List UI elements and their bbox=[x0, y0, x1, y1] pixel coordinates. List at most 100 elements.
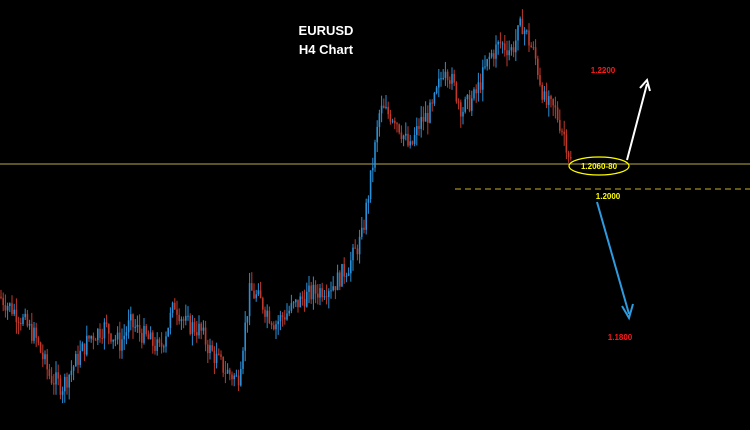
candle-body bbox=[380, 105, 383, 114]
candle-body bbox=[266, 310, 268, 317]
candle-body bbox=[39, 342, 42, 353]
candle-body bbox=[94, 339, 97, 341]
candle-body bbox=[418, 126, 420, 129]
candle-body bbox=[198, 323, 200, 336]
candle-body bbox=[240, 368, 242, 386]
candle-body bbox=[207, 344, 209, 354]
candle-body bbox=[486, 59, 488, 67]
candle-body bbox=[53, 383, 55, 385]
candle-body bbox=[376, 126, 378, 143]
candle-body bbox=[565, 134, 568, 153]
candle-body bbox=[323, 296, 326, 298]
candle-body bbox=[127, 320, 130, 333]
candle-body bbox=[59, 378, 62, 395]
candle-body bbox=[570, 157, 572, 159]
candle-body bbox=[123, 335, 125, 340]
candle-body bbox=[400, 132, 403, 139]
candle-body bbox=[244, 322, 246, 351]
candle-body bbox=[354, 247, 356, 249]
candle-body bbox=[15, 309, 18, 323]
candle-body bbox=[9, 303, 11, 307]
candle-group bbox=[0, 9, 572, 404]
candle-body bbox=[457, 101, 460, 103]
candle-body bbox=[288, 310, 290, 314]
candle-body bbox=[103, 322, 106, 339]
candle-body bbox=[81, 343, 84, 351]
candle-body bbox=[125, 332, 128, 336]
candle-body bbox=[548, 96, 550, 105]
candle-body bbox=[367, 199, 370, 203]
candle-body bbox=[372, 167, 374, 171]
candle-body bbox=[455, 82, 458, 102]
candle-body bbox=[332, 286, 334, 291]
candle-body bbox=[389, 114, 392, 122]
candle-body bbox=[229, 369, 231, 375]
candle-body bbox=[235, 375, 238, 377]
candle-body bbox=[277, 321, 279, 325]
candle-body bbox=[112, 339, 114, 342]
candle-body bbox=[134, 326, 136, 328]
candle-body bbox=[92, 336, 95, 340]
candle-body bbox=[64, 376, 66, 392]
candle-body bbox=[446, 71, 449, 81]
candle-body bbox=[484, 66, 486, 68]
candle-body bbox=[209, 345, 211, 354]
candle-body bbox=[534, 47, 537, 59]
candle-body bbox=[295, 299, 297, 303]
candle-body bbox=[541, 84, 543, 100]
candle-body bbox=[24, 313, 26, 318]
candle-body bbox=[363, 227, 365, 230]
candle-body bbox=[187, 315, 189, 317]
candle-body bbox=[156, 339, 158, 351]
candle-body bbox=[99, 328, 101, 338]
candle-body bbox=[119, 332, 121, 351]
candle-body bbox=[508, 50, 510, 56]
candle-body bbox=[0, 296, 2, 298]
candle-body bbox=[330, 290, 332, 292]
candle-body bbox=[50, 376, 53, 384]
candle-body bbox=[138, 324, 141, 333]
candle-body bbox=[328, 291, 330, 297]
candle-body bbox=[204, 327, 207, 345]
candle-body bbox=[552, 99, 554, 106]
candle-body bbox=[523, 30, 526, 35]
candle-body bbox=[398, 124, 400, 133]
candle-body bbox=[290, 303, 293, 311]
candle-body bbox=[110, 333, 112, 342]
candle-body bbox=[347, 273, 350, 276]
candle-body bbox=[79, 350, 81, 365]
candle-body bbox=[453, 73, 455, 83]
candle-body bbox=[264, 309, 266, 317]
candle-body bbox=[105, 322, 108, 325]
candle-body bbox=[33, 327, 35, 341]
candle-body bbox=[22, 317, 24, 324]
candle-body bbox=[475, 89, 477, 94]
candle-body bbox=[427, 112, 429, 123]
candle-body bbox=[224, 372, 227, 374]
candle-body bbox=[143, 325, 145, 343]
candle-body bbox=[68, 374, 70, 388]
candle-body bbox=[424, 112, 427, 122]
arrow-down bbox=[596, 201, 634, 321]
candle-body bbox=[141, 332, 143, 343]
candle-body bbox=[251, 283, 253, 291]
candle-body bbox=[83, 343, 86, 355]
candle-body bbox=[407, 133, 409, 146]
candle-body bbox=[306, 291, 308, 307]
candle-body bbox=[539, 75, 541, 85]
candle-body bbox=[70, 370, 73, 375]
candle-body bbox=[174, 302, 176, 310]
level-label-1-2200: 1.2200 bbox=[591, 66, 616, 75]
candle-body bbox=[149, 332, 152, 340]
candle-body bbox=[493, 53, 495, 59]
candle-body bbox=[270, 322, 273, 326]
highlight-ellipse bbox=[568, 156, 630, 176]
candle-body bbox=[202, 327, 205, 331]
candle-body bbox=[468, 95, 471, 111]
candle-body bbox=[462, 111, 464, 117]
candle-body bbox=[431, 102, 433, 104]
candle-body bbox=[101, 337, 103, 339]
candle-body bbox=[255, 294, 257, 299]
candle-body bbox=[350, 260, 352, 274]
candle-body bbox=[46, 354, 48, 370]
